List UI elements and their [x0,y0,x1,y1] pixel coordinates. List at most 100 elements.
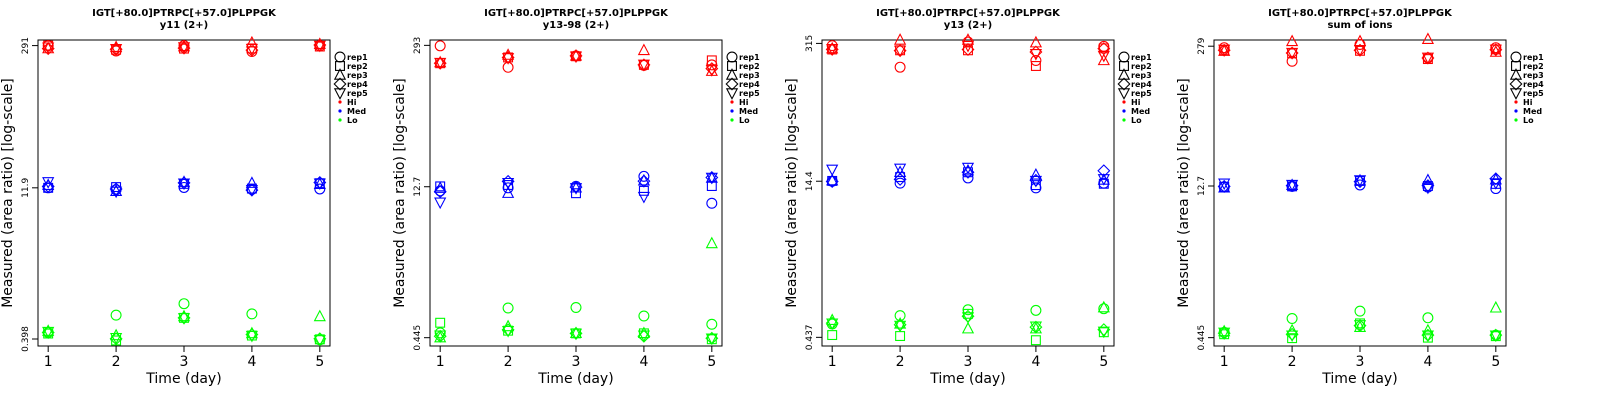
data-point-lo-rep5 [1285,330,1299,343]
data-point-med-rep2 [1422,181,1433,191]
legend-dot-hi [338,100,342,104]
data-point-med-rep5 [893,163,907,176]
legend-label: Med [1131,107,1150,116]
legend-marker-rep1 [726,51,738,63]
legend-marker-rep3 [1509,68,1523,80]
data-point-hi-rep5 [637,59,651,72]
data-point-med-rep5 [42,177,55,189]
data-point-lo-rep1 [110,309,122,321]
data-point-med-rep4 [1353,175,1367,189]
data-point-med-rep5 [1353,175,1367,187]
data-point-lo-rep5 [826,318,839,331]
data-point-med-rep1 [894,177,906,189]
data-point-med-rep4 [825,175,839,189]
data-point-hi-rep3 [1421,32,1435,45]
data-point-lo-rep5 [893,320,907,333]
data-point-lo-rep5 [1421,330,1435,343]
legend-marker-rep5 [333,88,347,100]
data-point-lo-rep1 [178,298,190,310]
legend-label: Hi [739,98,749,107]
x-axis-label: Time (day) [537,371,613,387]
legend-label: rep3 [1131,71,1152,80]
y-tick-label: 0.437 [805,324,815,350]
data-point-lo-rep3 [1097,300,1110,313]
data-point-med-rep4 [1217,179,1231,193]
data-point-hi-rep5 [109,44,123,56]
data-point-med-rep3 [826,173,839,186]
data-point-hi-rep1 [894,61,906,73]
data-point-lo-rep1 [1030,304,1042,316]
data-point-hi-rep5 [501,53,515,65]
data-point-lo-rep3 [705,236,718,249]
data-point-hi-rep2 [1098,43,1109,54]
x-tick-label: 4 [1423,354,1432,370]
x-tick-label: 5 [1099,354,1108,370]
data-point-lo-rep5 [1353,320,1367,332]
data-point-med-rep5 [1285,179,1299,192]
legend-dot-lo [338,118,342,122]
data-point-lo-rep5 [501,325,515,338]
data-point-lo-rep1 [706,318,718,330]
legend-marker-rep4 [725,77,739,91]
legend-marker-rep1 [1510,51,1522,63]
data-point-med-rep4 [961,165,975,179]
y-tick-label: 11.9 [21,178,31,198]
legend-label: rep4 [739,80,760,89]
data-point-lo-rep5 [705,333,718,346]
data-point-lo-rep5 [245,330,259,343]
x-tick-label: 2 [504,354,513,370]
legend-label: rep2 [1523,62,1544,71]
y-tick-label: 279 [1197,37,1207,54]
data-point-med-rep4 [893,172,907,186]
data-point-lo-rep1 [1286,312,1298,324]
x-tick-label: 1 [1220,354,1229,370]
legend-dot-hi [730,100,734,104]
data-point-lo-rep1 [502,302,514,314]
x-tick-label: 1 [44,354,53,370]
data-point-med-rep1 [638,170,650,182]
data-point-med-rep3 [501,186,515,198]
x-tick-label: 1 [436,354,445,370]
data-point-lo-rep2 [1030,335,1041,346]
data-point-med-rep1 [314,183,326,195]
data-point-hi-rep5 [1353,45,1367,57]
data-point-hi-rep2 [1030,61,1041,71]
data-point-med-rep2 [1030,180,1041,191]
data-point-lo-rep3 [1421,323,1435,336]
data-point-med-rep3 [109,184,123,197]
data-point-lo-rep3 [109,328,123,341]
data-point-hi-rep5 [1421,52,1435,65]
data-point-med-rep4 [41,179,55,193]
data-point-hi-rep5 [434,57,447,70]
data-point-med-rep5 [1218,178,1231,191]
data-point-hi-rep3 [637,43,651,56]
x-tick-label: 3 [964,354,973,370]
data-point-med-rep1 [706,197,718,209]
legend-dot-lo [730,118,734,122]
x-tick-label: 4 [639,354,648,370]
legend-label: rep2 [1131,62,1152,71]
legend-label: Lo [1523,116,1534,125]
data-point-med-rep5 [109,186,123,199]
data-point-hi-rep1 [434,40,446,52]
legend-label: rep1 [1523,53,1544,62]
data-point-lo-rep1 [570,301,582,313]
data-point-lo-rep5 [1218,327,1231,340]
data-point-hi-rep3 [826,41,839,54]
data-point-lo-rep2 [435,317,446,328]
legend-label: rep2 [347,62,368,71]
data-point-lo-rep5 [42,326,55,339]
legend-label: Lo [1131,116,1142,125]
legend-label: rep1 [739,53,760,62]
legend-marker-rep5 [1117,88,1131,100]
data-point-lo-rep3 [245,326,259,339]
data-point-lo-rep1 [638,310,650,322]
data-point-med-rep1 [1030,182,1042,194]
data-point-lo-rep2 [1287,333,1298,344]
data-point-med-rep5 [826,164,839,177]
legend-label: rep4 [1131,80,1152,89]
data-point-med-rep5 [177,178,191,191]
